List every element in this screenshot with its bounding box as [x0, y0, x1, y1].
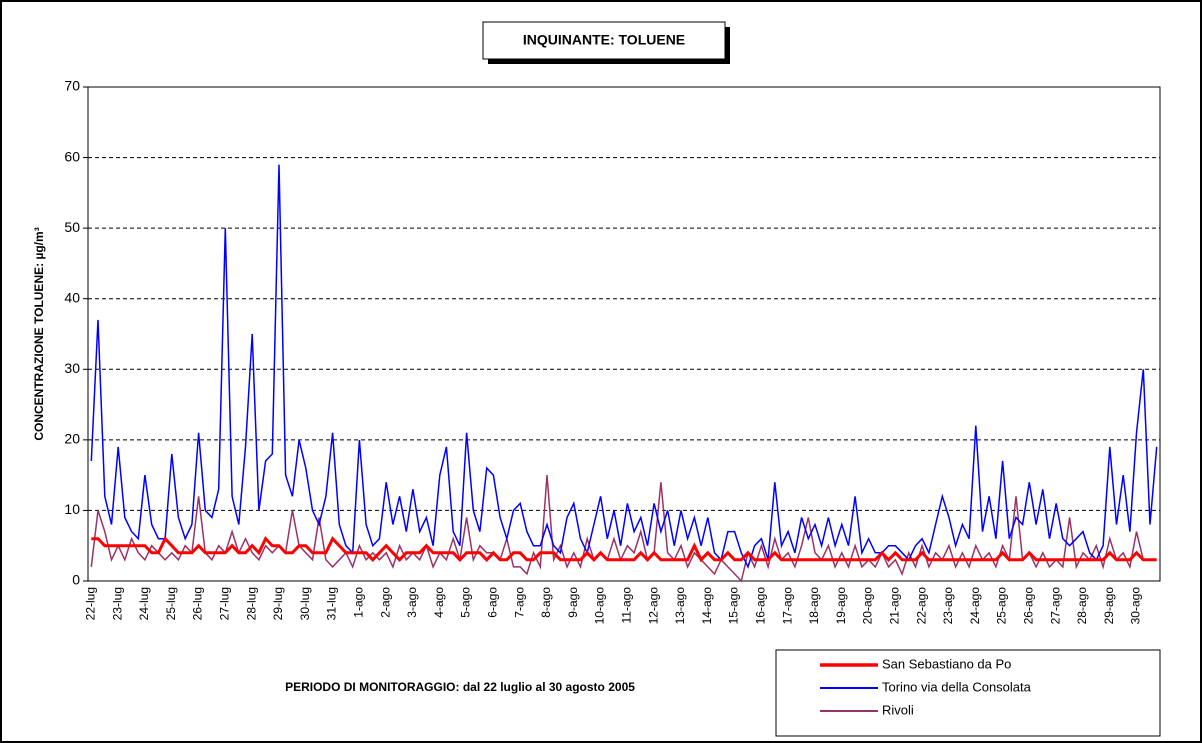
legend-label: Rivoli: [882, 702, 914, 717]
x-tick-label: 26-ago: [1022, 587, 1036, 625]
x-tick-label: 29-lug: [271, 587, 285, 620]
x-tick-label: 10-ago: [593, 587, 607, 625]
y-tick-label: 30: [64, 360, 80, 376]
x-tick-label: 23-ago: [941, 587, 955, 625]
y-tick-label: 50: [64, 219, 80, 235]
x-tick-label: 30-ago: [1129, 587, 1143, 625]
x-tick-label: 26-lug: [191, 587, 205, 620]
y-tick-label: 70: [64, 78, 80, 94]
plot-area: [87, 86, 1161, 582]
y-tick-label: 10: [64, 501, 80, 517]
x-tick-label: 6-ago: [486, 587, 500, 618]
x-tick-label: 27-ago: [1048, 587, 1062, 625]
x-tick-label: 24-ago: [968, 587, 982, 625]
x-tick-label: 5-ago: [459, 587, 473, 618]
x-tick-label: 8-ago: [539, 587, 553, 618]
x-tick-label: 14-ago: [700, 587, 714, 625]
legend-label: San Sebastiano da Po: [882, 656, 1011, 671]
x-tick-label: 25-ago: [995, 587, 1009, 625]
x-tick-label: 11-ago: [620, 587, 634, 624]
x-tick-label: 16-ago: [754, 587, 768, 625]
x-tick-label: 22-lug: [84, 587, 98, 620]
x-tick-label: 3-ago: [405, 587, 419, 618]
y-tick-label: 0: [72, 572, 80, 588]
x-tick-label: 31-lug: [325, 587, 339, 620]
x-tick-label: 15-ago: [727, 587, 741, 625]
x-tick-label: 1-ago: [352, 587, 366, 618]
chart-title: INQUINANTE: TOLUENE: [523, 32, 685, 48]
series-line: [91, 536, 1157, 563]
x-tick-label: 25-lug: [164, 587, 178, 620]
title-box: [482, 21, 726, 60]
x-tick-label: 27-lug: [218, 587, 232, 620]
y-axis-title: CONCENTRAZIONE TOLUENE: µg/m³: [32, 227, 46, 440]
x-tick-label: 21-ago: [888, 587, 902, 625]
x-tick-label: 30-lug: [298, 587, 312, 620]
x-tick-label: 22-ago: [914, 587, 928, 625]
y-tick-label: 60: [64, 148, 80, 164]
x-tick-label: 17-ago: [780, 587, 794, 625]
x-tick-label: 4-ago: [432, 587, 446, 618]
x-tick-label: 28-lug: [244, 587, 258, 620]
series-line: [90, 164, 1158, 569]
x-tick-label: 29-ago: [1102, 587, 1116, 625]
x-tick-label: 28-ago: [1075, 587, 1089, 625]
x-tick-label: 12-ago: [646, 587, 660, 625]
legend-label: Torino via della Consolata: [882, 679, 1032, 694]
x-tick-label: 7-ago: [512, 587, 526, 618]
x-tick-label: 9-ago: [566, 587, 580, 618]
x-tick-label: 2-ago: [378, 587, 392, 618]
x-tick-label: 20-ago: [861, 587, 875, 625]
x-tick-label: 13-ago: [673, 587, 687, 625]
y-tick-label: 40: [64, 289, 80, 305]
x-tick-label: 23-lug: [110, 587, 124, 620]
x-tick-label: 19-ago: [834, 587, 848, 625]
x-tick-label: 24-lug: [137, 587, 151, 620]
x-tick-label: 18-ago: [807, 587, 821, 625]
note: PERIODO DI MONITORAGGIO: dal 22 luglio a…: [285, 680, 635, 694]
y-tick-label: 20: [64, 431, 80, 447]
series-line: [90, 475, 1145, 583]
